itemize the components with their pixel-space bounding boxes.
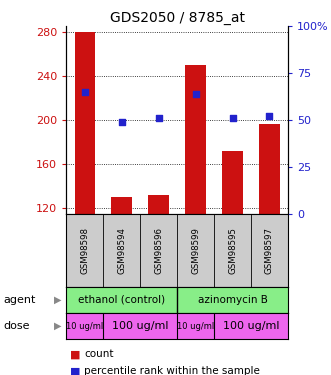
Text: ▶: ▶	[54, 295, 62, 305]
Bar	[259, 124, 280, 214]
Text: 100 ug/ml: 100 ug/ml	[223, 321, 279, 331]
Text: ■: ■	[70, 366, 80, 375]
Text: ■: ■	[70, 350, 80, 359]
Text: 10 ug/ml: 10 ug/ml	[177, 322, 214, 331]
Text: agent: agent	[3, 295, 36, 305]
Text: GSM98597: GSM98597	[265, 227, 274, 274]
Text: 100 ug/ml: 100 ug/ml	[112, 321, 168, 331]
Point	[82, 89, 87, 95]
Text: ▶: ▶	[54, 321, 62, 331]
Text: ethanol (control): ethanol (control)	[78, 295, 165, 305]
Point	[230, 115, 235, 121]
Text: count: count	[84, 350, 114, 359]
Bar	[185, 65, 206, 214]
Text: azinomycin B: azinomycin B	[198, 295, 267, 305]
Text: GSM98595: GSM98595	[228, 227, 237, 274]
Text: GSM98594: GSM98594	[117, 227, 126, 274]
Text: percentile rank within the sample: percentile rank within the sample	[84, 366, 260, 375]
Text: GSM98599: GSM98599	[191, 227, 200, 274]
Point	[156, 115, 161, 121]
Bar	[222, 151, 243, 214]
Point	[267, 113, 272, 119]
Text: GSM98598: GSM98598	[80, 227, 89, 274]
Point	[119, 119, 124, 125]
Text: dose: dose	[3, 321, 30, 331]
Point	[193, 91, 198, 97]
Bar	[112, 197, 132, 214]
Text: GSM98596: GSM98596	[154, 227, 163, 274]
Bar	[148, 195, 169, 214]
Text: 10 ug/ml: 10 ug/ml	[66, 322, 103, 331]
Bar	[74, 32, 95, 214]
Title: GDS2050 / 8785_at: GDS2050 / 8785_at	[110, 11, 245, 25]
